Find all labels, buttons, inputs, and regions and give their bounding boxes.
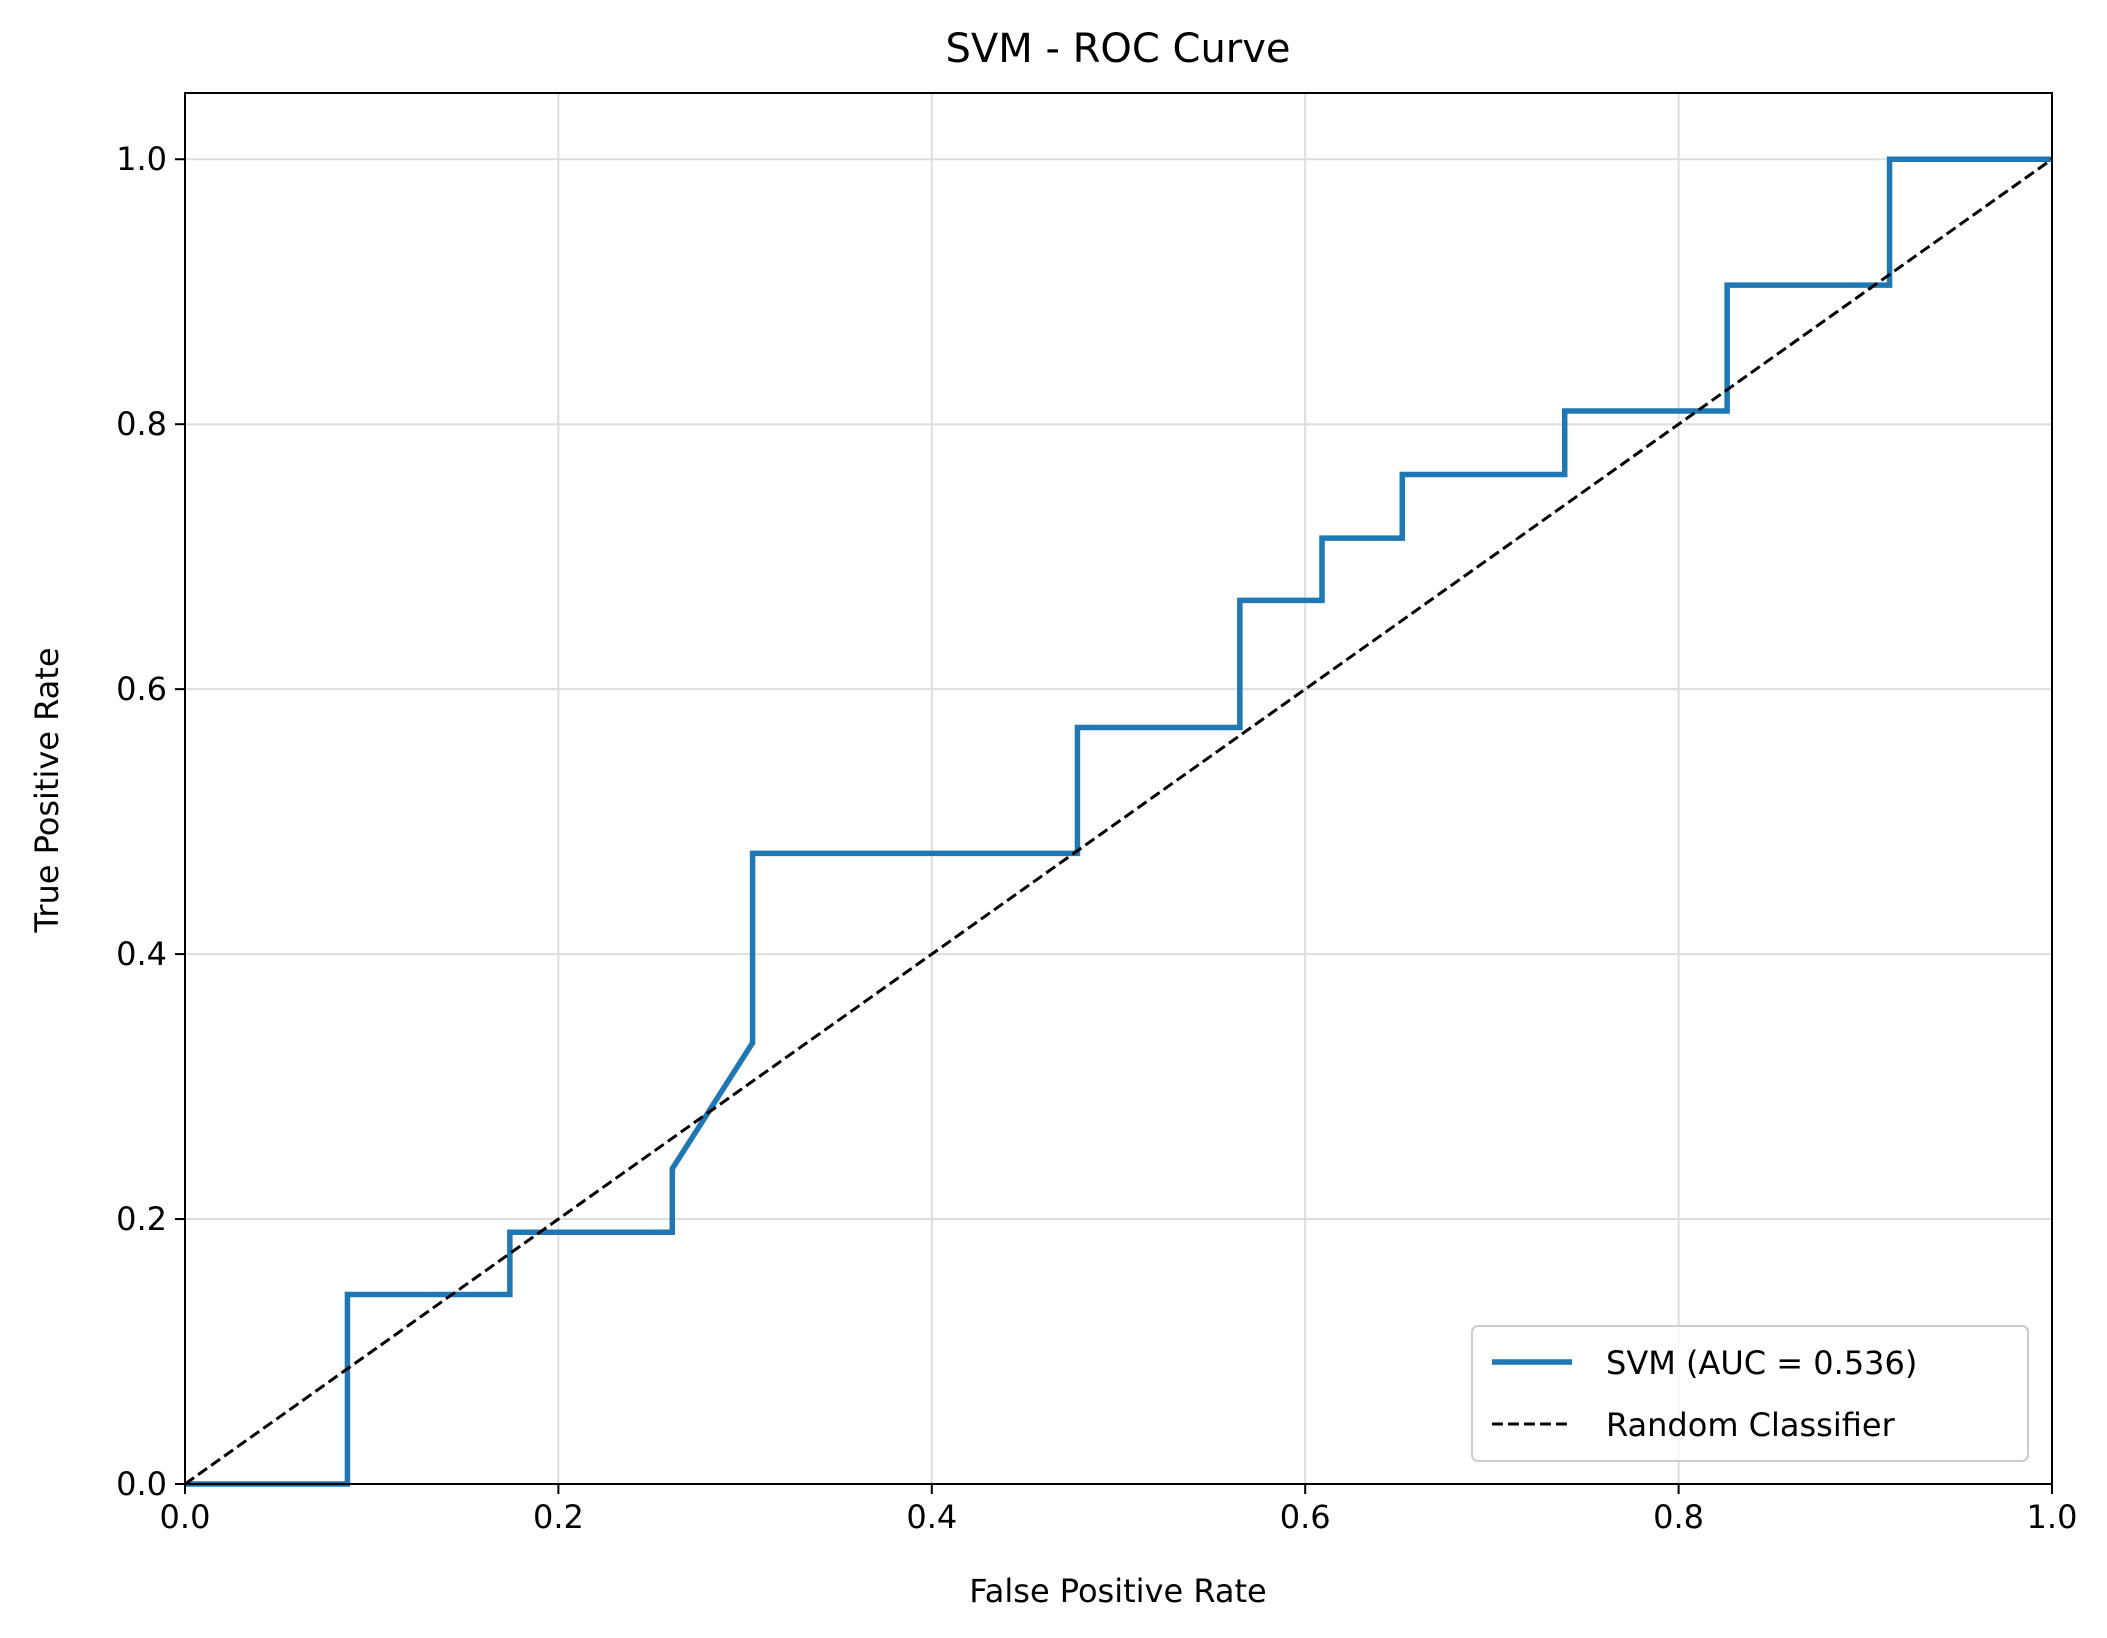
random-classifier-line bbox=[184, 158, 2053, 1486]
axis-ticks: 0.0 0.2 0.4 0.6 0.8 1.0 0.0 0.2 0.4 0.6 0.8 1.0 bbox=[116, 140, 2077, 1536]
series-layer bbox=[184, 156, 2053, 1487]
legend: SVM (AUC = 0.536) Random Classifier bbox=[1471, 1325, 2029, 1462]
x-tick-label: 0.2 bbox=[533, 1498, 584, 1536]
x-tick-label: 0.0 bbox=[160, 1498, 211, 1536]
grid bbox=[184, 93, 2053, 1485]
x-tick-label: 0.8 bbox=[1653, 1498, 1704, 1536]
x-axis-title: False Positive Rate bbox=[969, 1572, 1266, 1610]
legend-box bbox=[1471, 1325, 2029, 1462]
x-tick-label: 0.4 bbox=[906, 1498, 957, 1536]
x-tick-label: 0.6 bbox=[1280, 1498, 1331, 1536]
y-tick-label: 0.2 bbox=[116, 1200, 167, 1238]
chart-title: SVM - ROC Curve bbox=[945, 26, 1290, 72]
y-axis-title: True Positive Rate bbox=[28, 647, 66, 933]
y-tick-label: 1.0 bbox=[116, 140, 167, 178]
y-tick-label: 0.8 bbox=[116, 405, 167, 443]
y-tick-label: 0.4 bbox=[116, 935, 167, 973]
x-tick-label: 1.0 bbox=[2027, 1498, 2078, 1536]
y-tick-label: 0.0 bbox=[116, 1465, 167, 1503]
legend-label-random: Random Classifier bbox=[1606, 1406, 1896, 1444]
plot-frame bbox=[184, 92, 2053, 1485]
y-tick-label: 0.6 bbox=[116, 670, 167, 708]
legend-label-svm: SVM (AUC = 0.536) bbox=[1606, 1344, 1917, 1382]
